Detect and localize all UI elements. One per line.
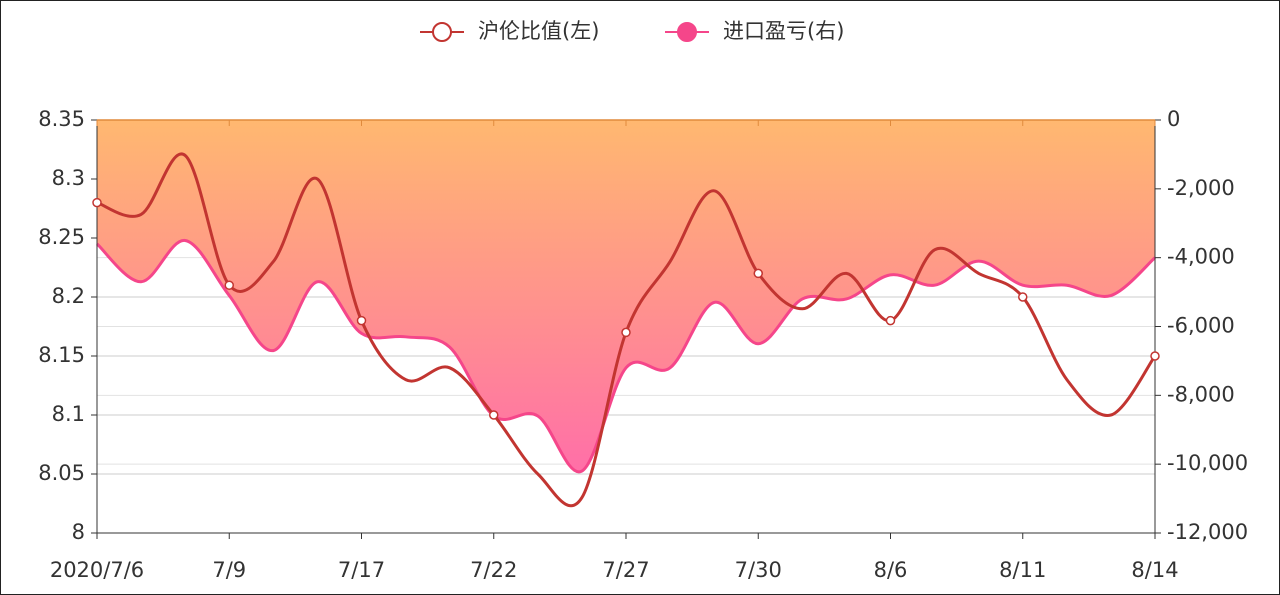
x-tick-label: 7/30: [735, 558, 782, 582]
y2-tick-label: 0: [1167, 107, 1180, 131]
legend-marker: [432, 22, 452, 42]
y2-tick-label: -6,000: [1167, 314, 1235, 338]
y-tick-label: 8.2: [52, 284, 85, 308]
y-tick-label: 8.15: [38, 343, 85, 367]
x-tick-label: 2020/7/6: [50, 558, 144, 582]
point: [1150, 351, 1160, 361]
point: [489, 410, 499, 420]
point: [885, 315, 896, 326]
legend-label: 进口盈亏(右): [723, 19, 844, 43]
y-tick-label: 8.05: [38, 461, 85, 485]
y-tick-label: 8: [72, 520, 85, 544]
x-tick-label: 8/11: [999, 558, 1046, 582]
y2-tick-label: -12,000: [1167, 520, 1248, 544]
point: [224, 280, 234, 290]
x-tick-label: 8/6: [874, 558, 908, 582]
point: [753, 268, 763, 279]
point: [621, 327, 631, 338]
line: [96, 152, 1157, 508]
legend-label: 沪伦比值(左): [478, 19, 599, 43]
y2-tick-label: -2,000: [1167, 176, 1235, 200]
legend-marker: [677, 22, 697, 42]
x-tick-label: 7/17: [338, 558, 385, 582]
y2-tick-label: -8,000: [1167, 382, 1235, 406]
y-tick-label: 8.1: [52, 402, 85, 426]
y2-tick-label: -4,000: [1167, 245, 1235, 269]
y-tick-label: 8.3: [52, 166, 85, 190]
area: [97, 120, 1155, 472]
point: [356, 315, 367, 326]
x-tick-label: 7/27: [602, 558, 649, 582]
point: [92, 197, 102, 208]
point: [1018, 292, 1028, 302]
y-tick-label: 8.25: [38, 225, 85, 249]
x-tick-label: 7/9: [212, 558, 246, 582]
x-tick-label: 7/22: [470, 558, 517, 582]
y2-tick-label: -10,000: [1167, 451, 1248, 475]
x-tick-label: 8/14: [1131, 558, 1178, 582]
y-tick-label: 8.35: [38, 107, 85, 131]
